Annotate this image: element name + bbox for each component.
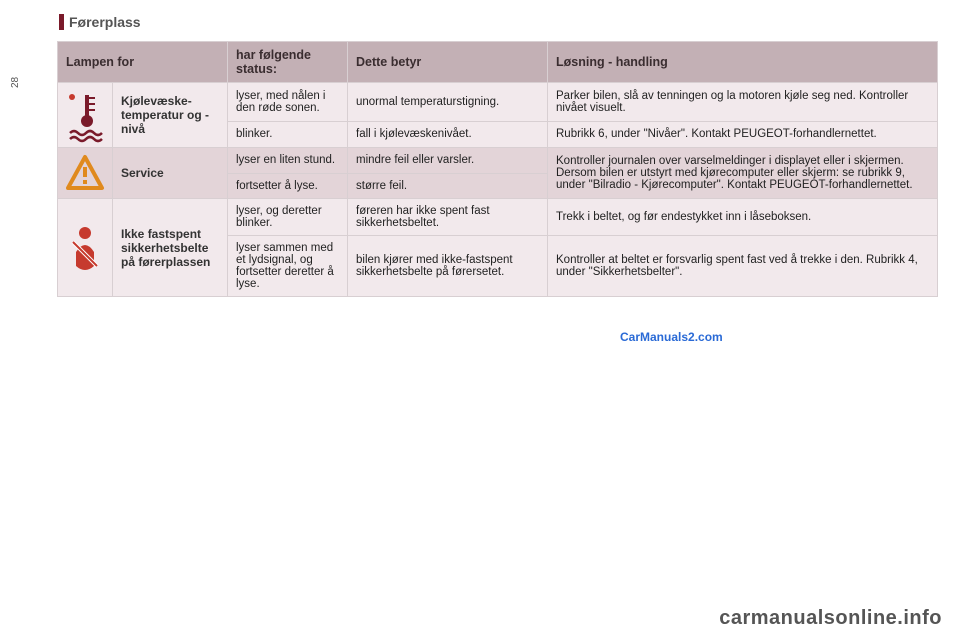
indicator-table: Lampen for har følgende status: Dette be…: [57, 41, 938, 297]
warning-triangle-icon: [64, 152, 106, 194]
cell-action: Parker bilen, slå av tenningen og la mot…: [548, 83, 938, 122]
cell-means: større feil.: [348, 173, 548, 199]
watermark-carmanualsonline: carmanualsonline.info: [719, 607, 942, 630]
coolant-icon-cell: [58, 83, 113, 148]
cell-status: lyser, med nålen i den røde sonen.: [228, 83, 348, 122]
table-header-row: Lampen for har følgende status: Dette be…: [58, 42, 938, 83]
cell-status: blinker.: [228, 121, 348, 147]
table-row: Ikke fastspent sikkerhetsbelte på førerp…: [58, 199, 938, 236]
coolant-temp-icon: [64, 87, 106, 143]
cell-status: fortsetter å lyse.: [228, 173, 348, 199]
header-action: Løsning - handling: [548, 42, 938, 83]
header-status: har følgende status:: [228, 42, 348, 83]
cell-action: Rubrikk 6, under "Nivåer". Kontakt PEUGE…: [548, 121, 938, 147]
seatbelt-icon-cell: [58, 199, 113, 297]
section-heading: Førerplass: [69, 14, 141, 30]
cell-means: føreren har ikke spent fast sikkerhetsbe…: [348, 199, 548, 236]
cell-action: Trekk i beltet, og før endestykket inn i…: [548, 199, 938, 236]
indicator-table-container: Lampen for har følgende status: Dette be…: [57, 41, 937, 297]
group-label-seatbelt: Ikke fastspent sikkerhetsbelte på førerp…: [113, 199, 228, 297]
table-row: Kjølevæske-temperatur og -nivå lyser, me…: [58, 83, 938, 122]
cell-means: mindre feil eller varsler.: [348, 148, 548, 174]
header-lamp: Lampen for: [58, 42, 228, 83]
cell-means: fall i kjølevæskenivået.: [348, 121, 548, 147]
cell-action: Kontroller journalen over varselmeldinge…: [548, 148, 938, 199]
cell-means: bilen kjører med ikke-fastspent sikkerhe…: [348, 236, 548, 297]
watermark-carmanuals2: CarManuals2.com: [620, 330, 723, 344]
header-means: Dette betyr: [348, 42, 548, 83]
group-label-coolant: Kjølevæske-temperatur og -nivå: [113, 83, 228, 148]
cell-action: Kontroller at beltet er forsvarlig spent…: [548, 236, 938, 297]
cell-means: unormal temperaturstigning.: [348, 83, 548, 122]
seatbelt-icon: [64, 222, 106, 274]
heading-accent: [59, 14, 64, 30]
cell-status: lyser en liten stund.: [228, 148, 348, 174]
group-label-service: Service: [113, 148, 228, 199]
cell-status: lyser, og deretter blinker.: [228, 199, 348, 236]
cell-status: lyser sammen med et lydsignal, og fortse…: [228, 236, 348, 297]
table-row: Service lyser en liten stund. mindre fei…: [58, 148, 938, 174]
page-number: 28: [10, 77, 21, 88]
service-icon-cell: [58, 148, 113, 199]
